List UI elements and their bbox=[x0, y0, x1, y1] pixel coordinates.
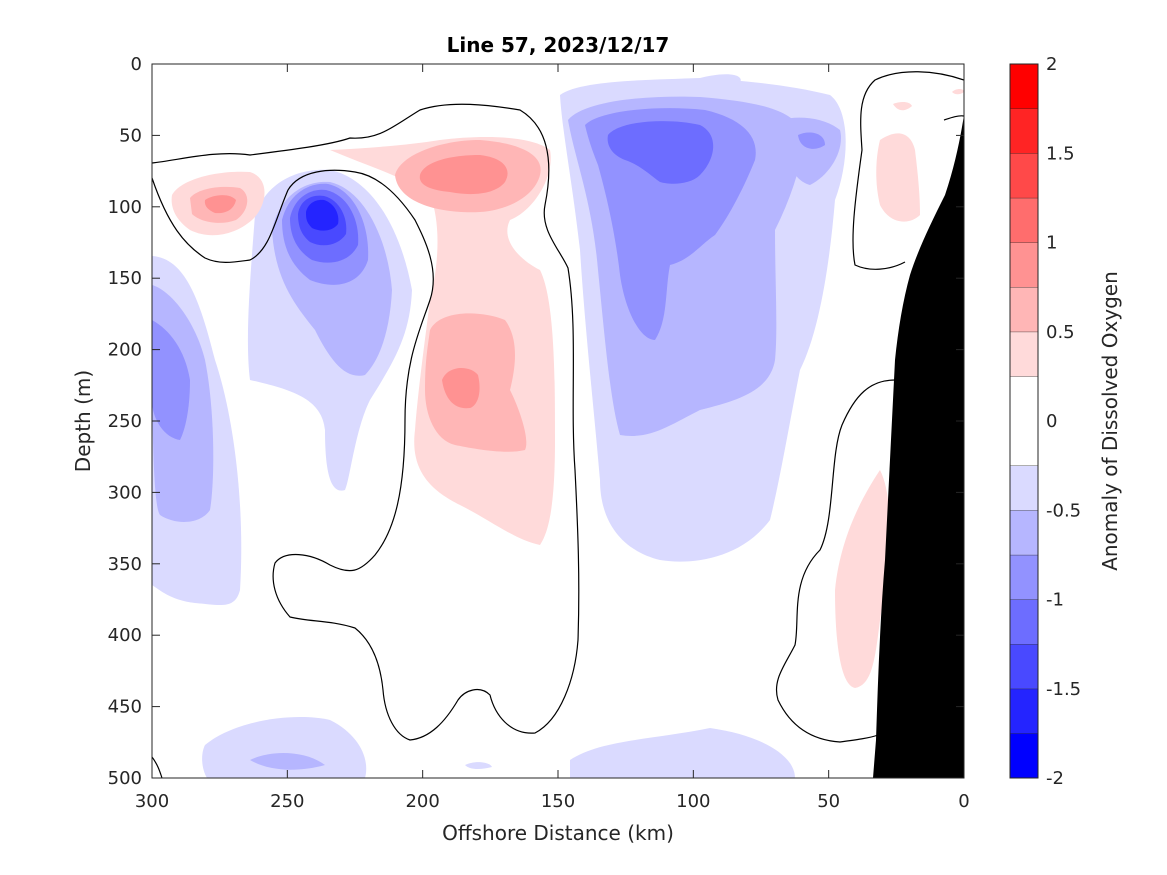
x-tick-label: 150 bbox=[541, 791, 575, 812]
colorbar-tick-label: 2 bbox=[1046, 54, 1057, 75]
y-tick-label: 150 bbox=[108, 268, 142, 289]
negative-region-mid-right-small bbox=[780, 117, 841, 185]
y-tick-label: 50 bbox=[119, 125, 142, 146]
colorbar-tick-label: 1 bbox=[1046, 233, 1057, 254]
x-axis-label: Offshore Distance (km) bbox=[442, 821, 674, 845]
colorbar-swatch bbox=[1010, 554, 1038, 600]
colorbar-tick-label: -0.5 bbox=[1046, 500, 1081, 521]
colorbar-swatch bbox=[1010, 465, 1038, 511]
negative-region-dark-left bbox=[152, 320, 190, 440]
colorbar-swatch bbox=[1010, 153, 1038, 198]
colorbar-swatch bbox=[1010, 376, 1038, 466]
colorbar-ticks: 2 1.5 1 0.5 0 -0.5 -1 -1.5 -2 bbox=[1046, 54, 1081, 789]
colorbar-swatch bbox=[1010, 64, 1038, 109]
negative-region-light-top bbox=[700, 74, 741, 86]
contour-fill-layer bbox=[152, 74, 964, 778]
colorbar-tick-label: -1 bbox=[1046, 590, 1064, 611]
positive-region-right-upper bbox=[876, 133, 920, 222]
colorbar-label: Anomaly of Dissolved Oxygen bbox=[1098, 271, 1122, 571]
y-tick-label: 350 bbox=[108, 554, 142, 575]
bathymetry-shelf bbox=[873, 115, 964, 778]
colorbar: 2 1.5 1 0.5 0 -0.5 -1 -1.5 -2 Anomaly of Dissolv… bbox=[1009, 54, 1122, 789]
colorbar-swatch bbox=[1010, 688, 1038, 734]
y-tick-label: 250 bbox=[108, 411, 142, 432]
zero-contour-right-upper bbox=[852, 71, 964, 270]
x-axis-ticks: 300 250 200 150 100 50 0 bbox=[135, 64, 970, 812]
y-tick-label: 0 bbox=[131, 54, 142, 75]
y-axis-ticks: 0 50 100 150 200 250 300 350 400 450 500 bbox=[108, 54, 964, 789]
colorbar-swatch bbox=[1010, 510, 1038, 555]
x-tick-label: 300 bbox=[135, 791, 169, 812]
colorbar-swatch bbox=[1010, 599, 1038, 645]
negative-region-light-speck bbox=[465, 762, 492, 770]
y-tick-label: 450 bbox=[108, 697, 142, 718]
colorbar-swatches bbox=[1010, 63, 1038, 778]
colorbar-swatch bbox=[1010, 644, 1038, 689]
zero-contour-main bbox=[152, 103, 580, 741]
y-tick-label: 100 bbox=[108, 197, 142, 218]
y-tick-label: 400 bbox=[108, 625, 142, 646]
positive-region-dark-upper-left bbox=[204, 195, 236, 214]
colorbar-tick-label: -2 bbox=[1046, 768, 1064, 789]
negative-region-dark-right-small bbox=[798, 132, 825, 149]
colorbar-tick-label: 1.5 bbox=[1046, 143, 1075, 164]
zero-contour-left-bottom bbox=[152, 756, 163, 778]
y-tick-label: 200 bbox=[108, 340, 142, 361]
positive-region-right-lower bbox=[835, 470, 890, 688]
colorbar-tick-label: -1.5 bbox=[1046, 679, 1081, 700]
zero-contour-right-lower bbox=[775, 379, 896, 743]
chart-title: Line 57, 2023/12/17 bbox=[447, 33, 670, 57]
zero-contour-right-upper-small bbox=[943, 115, 964, 121]
zero-contour-lines bbox=[152, 71, 964, 778]
negative-region-light-bottom-left bbox=[202, 717, 367, 778]
colorbar-swatch bbox=[1010, 287, 1038, 332]
colorbar-swatch bbox=[1010, 331, 1038, 377]
positive-region-dark-center bbox=[442, 368, 480, 409]
colorbar-frame bbox=[1009, 63, 1039, 779]
x-tick-label: 250 bbox=[270, 791, 304, 812]
positive-region-speck-right bbox=[952, 89, 964, 95]
colorbar-tick-label: 0.5 bbox=[1046, 322, 1075, 343]
x-tick-label: 100 bbox=[676, 791, 710, 812]
y-axis-label: Depth (m) bbox=[71, 370, 95, 472]
positive-region-speck-top bbox=[893, 101, 912, 111]
x-tick-label: 200 bbox=[405, 791, 439, 812]
colorbar-swatch bbox=[1010, 242, 1038, 288]
negative-core-center bbox=[607, 121, 714, 184]
x-tick-label: 50 bbox=[817, 791, 840, 812]
colorbar-swatch bbox=[1010, 733, 1038, 778]
negative-core-upper-left-3 bbox=[306, 199, 339, 231]
negative-region-mid-bottom-left bbox=[250, 753, 325, 770]
plot-area: 300 250 200 150 100 50 0 050100150200250300350… bbox=[108, 54, 970, 812]
y-tick-label: 500 bbox=[108, 768, 142, 789]
y-tick-label: 300 bbox=[108, 482, 142, 503]
negative-region-light-bottom-center bbox=[570, 728, 795, 778]
colorbar-tick-label: 0 bbox=[1046, 411, 1057, 432]
x-tick-label: 0 bbox=[958, 791, 969, 812]
colorbar-swatch bbox=[1010, 197, 1038, 243]
colorbar-swatch bbox=[1010, 108, 1038, 154]
positive-region-dark-upper-center bbox=[419, 155, 508, 195]
negative-region-dark-center bbox=[585, 108, 756, 340]
